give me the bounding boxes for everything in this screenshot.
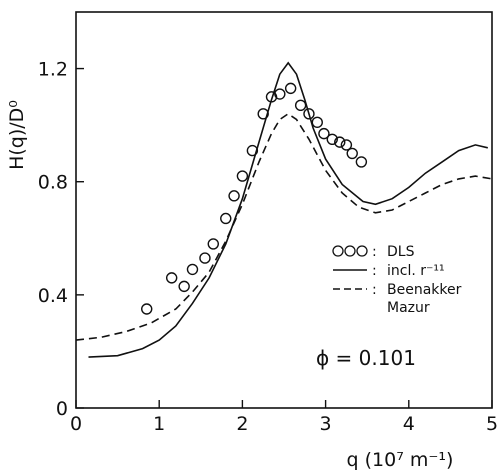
dls-data-point	[355, 156, 368, 168]
legend: : DLS: incl. r⁻¹¹: Beenakker Mazur	[332, 244, 462, 316]
y-tick-label: 0.8	[38, 172, 68, 194]
legend-marker-circle	[356, 245, 368, 257]
dls-data-point	[236, 170, 249, 182]
dls-data-point	[141, 303, 153, 315]
dls-data-point	[186, 263, 199, 276]
dls-data-point	[340, 139, 353, 151]
x-tick-label: 4	[403, 413, 415, 435]
dls-data-point	[284, 82, 297, 95]
dls-data-point	[346, 147, 358, 160]
y-axis-title: H(q)/D⁰	[6, 100, 28, 170]
dls-data-point	[334, 136, 346, 148]
dls-data-point	[228, 190, 240, 202]
dls-data-point	[165, 272, 178, 284]
x-tick-label: 2	[236, 413, 248, 435]
dls-data-point	[199, 252, 211, 264]
ticks: 0 1 2 3 4 5 0 0.4 0.8 1.2	[38, 59, 498, 435]
incl-r11-line	[88, 61, 488, 358]
dls-data-point	[294, 99, 307, 112]
legend-marker-circle	[344, 245, 356, 257]
legend-separator: :	[372, 263, 377, 279]
legend-separator: :	[372, 282, 377, 298]
x-tick-label: 3	[320, 413, 332, 435]
x-tick-label: 5	[486, 413, 498, 435]
legend-label: Beenakker	[387, 282, 462, 298]
dls-data-point	[207, 238, 219, 250]
y-tick-label: 0	[56, 398, 68, 420]
y-tick-label: 1.2	[38, 59, 68, 81]
dls-data-point	[178, 280, 190, 293]
dls-data-point	[274, 88, 286, 100]
legend-marker-circle	[332, 245, 344, 257]
x-axis-title: q (10⁷ m⁻¹)	[347, 449, 454, 471]
dls-data-point	[326, 133, 338, 145]
legend-label: DLS	[387, 244, 415, 260]
legend-separator: :	[372, 244, 377, 260]
legend-label: incl. r⁻¹¹	[387, 263, 445, 279]
dls-data-point	[257, 108, 269, 120]
series-layer	[75, 61, 493, 358]
beenakker-mazur-line	[75, 112, 493, 341]
dls-data-point	[318, 127, 330, 140]
dls-data-point	[311, 116, 323, 129]
dls-data-point	[220, 212, 232, 225]
legend-label: Mazur	[387, 300, 430, 316]
y-tick-label: 0.4	[38, 285, 68, 307]
dls-data-point	[246, 144, 259, 157]
x-tick-label: 1	[153, 413, 165, 435]
x-tick-label: 0	[70, 413, 82, 435]
phi-annotation: ϕ = 0.101	[316, 346, 416, 370]
dls-data-point	[303, 108, 315, 120]
plot-frame	[75, 11, 493, 409]
